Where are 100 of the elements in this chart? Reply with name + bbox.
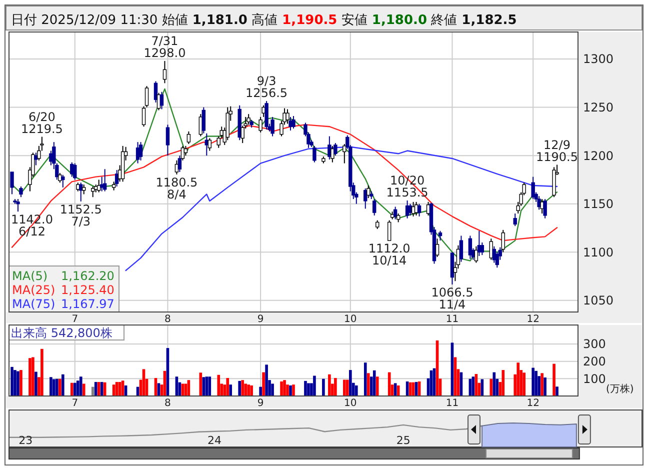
bar (241, 380, 244, 396)
candlestick (459, 235, 464, 262)
bar (502, 370, 505, 396)
x-tick-label: 7 (72, 398, 78, 409)
candlestick (531, 176, 535, 200)
candlestick (264, 100, 268, 130)
candlestick (501, 229, 505, 253)
x-tick-label: 23 (18, 434, 33, 447)
bar (73, 382, 76, 396)
bar (372, 370, 376, 396)
bar (271, 384, 274, 396)
x-tick-label: 8 (164, 314, 171, 325)
bar (34, 372, 38, 396)
bar (328, 374, 331, 396)
candlestick (543, 198, 547, 219)
candlestick (387, 220, 392, 242)
x-tick-label: 10 (344, 398, 357, 409)
text: MA(25) 1,125.40 (12, 283, 114, 297)
bar (259, 386, 262, 396)
annotation: 7/31 1298.0 (144, 34, 186, 60)
bar (229, 384, 232, 396)
bar (492, 372, 496, 396)
bar (334, 378, 337, 396)
candlestick (435, 238, 440, 258)
candlestick (216, 136, 220, 148)
bar (540, 373, 544, 396)
candlestick (138, 142, 143, 161)
bar (283, 380, 286, 396)
candlestick (468, 235, 472, 260)
x-tick-label: 12 (526, 398, 540, 409)
candlestick (154, 80, 158, 103)
bar (349, 370, 352, 396)
bar (289, 385, 292, 396)
bar (544, 377, 546, 396)
candlestick (16, 198, 20, 212)
candlestick (417, 203, 422, 217)
bar (14, 370, 16, 396)
text: MA(5) 1,162.20 (12, 269, 114, 283)
y-tick-label: 200 (583, 354, 606, 369)
bar (52, 379, 56, 396)
candlestick (208, 138, 212, 152)
bar (32, 357, 34, 396)
candlestick (19, 186, 23, 198)
bar (516, 362, 520, 396)
candlestick (184, 145, 188, 156)
bar (238, 380, 241, 396)
annotation: 1112.0 10/14 (368, 242, 410, 268)
bar (366, 373, 370, 396)
x-tick-label: 24 (208, 434, 222, 447)
bar (364, 362, 367, 396)
candlestick (474, 246, 478, 264)
x-tick-label: 9 (257, 398, 264, 409)
bar (304, 380, 307, 396)
bar (262, 372, 265, 396)
candlestick (489, 238, 494, 260)
candlestick (114, 170, 119, 187)
bar (82, 384, 86, 396)
annotation: 1066.5 11/4 (431, 285, 474, 312)
candlestick (73, 162, 77, 180)
candlestick (342, 144, 346, 164)
bar (50, 377, 52, 396)
annotation: 9/3 1256.5 (246, 74, 288, 100)
candlestick (393, 206, 398, 220)
y-tick-label: 1200 (583, 148, 614, 163)
candlestick (286, 108, 290, 124)
bar (247, 384, 250, 396)
bar (244, 384, 247, 396)
candlestick (330, 145, 334, 163)
y-tick-label: 300 (583, 337, 606, 352)
candlestick (186, 130, 191, 144)
bar (313, 376, 316, 396)
y-tick-label: 1100 (583, 245, 614, 260)
candlestick (312, 145, 316, 163)
chart-title: 出来高 542,800株 (11, 326, 112, 340)
candlestick (270, 116, 274, 137)
bar (346, 380, 349, 396)
bar (79, 376, 82, 396)
bar (556, 386, 558, 396)
candlestick (202, 106, 206, 134)
y-tick-label: 1150 (583, 197, 614, 212)
x-tick-label: 12 (526, 314, 540, 325)
bar (292, 384, 295, 396)
x-tick-label: 9 (257, 314, 264, 325)
candlestick (180, 145, 185, 161)
candlestick (366, 185, 370, 199)
candlestick (144, 86, 149, 108)
candlestick (10, 172, 14, 195)
bar (208, 376, 212, 396)
candlestick (100, 176, 104, 192)
bar (56, 378, 58, 396)
bar (532, 368, 534, 396)
chart-title: 日付 2025/12/09 11:30 始値 1,181.0 高値 1,190.5 安値 1,180.0 終値 1,182.5 (11, 13, 517, 28)
y-tick-label: 1050 (583, 294, 614, 308)
bar (552, 364, 556, 396)
bar (534, 370, 538, 396)
candlestick (328, 136, 332, 160)
bar (62, 374, 64, 396)
candlestick (102, 168, 107, 192)
candlestick (162, 60, 167, 84)
y-tick-label: 100 (583, 372, 606, 386)
